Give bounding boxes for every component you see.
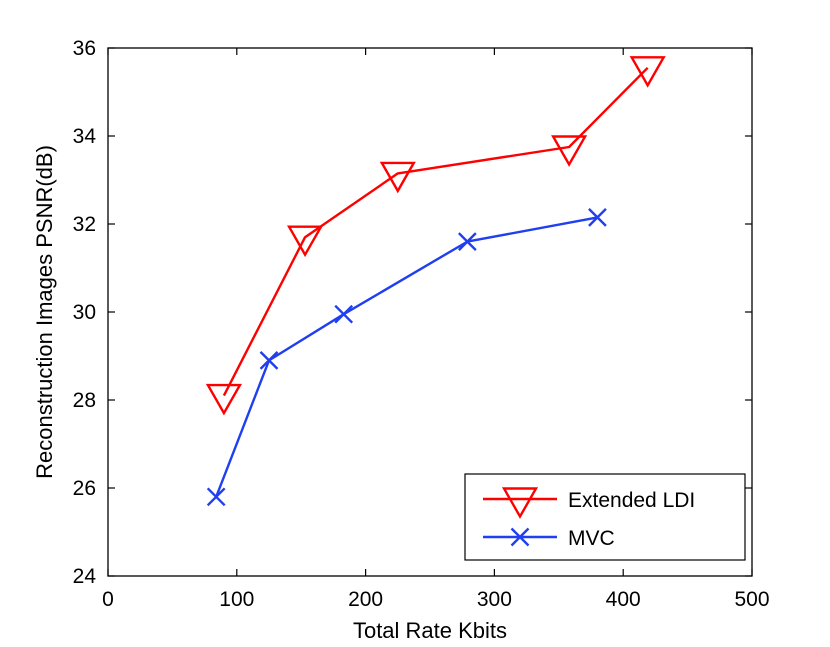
x-tick-label: 400 (606, 588, 641, 611)
legend-item: Extended LDI (483, 487, 695, 519)
legend: Extended LDI MVC (464, 473, 746, 561)
series-layer (205, 56, 666, 507)
data-point-x (259, 351, 279, 370)
data-point-triangle (205, 383, 242, 416)
data-point-triangle (551, 135, 588, 167)
data-point-triangle (379, 161, 416, 194)
y-tick-label: 34 (73, 125, 97, 148)
data-point-x (458, 232, 477, 251)
y-tick-label: 24 (73, 565, 97, 588)
x-tick-label: 0 (102, 588, 114, 611)
x-tick-label: 200 (348, 588, 383, 611)
y-tick-label: 28 (73, 389, 96, 412)
legend-item: MVC (483, 527, 615, 550)
series-line (222, 66, 649, 397)
series-mvc (206, 208, 607, 507)
legend-label: MVC (568, 527, 615, 550)
y-tick-label: 26 (73, 477, 96, 500)
legend-marker-triangle (501, 487, 539, 519)
y-tick-label: 36 (73, 37, 96, 60)
y-axis-title: Reconstruction Images PSNR(dB) (32, 145, 57, 479)
axis-tick-labels: 0 100 200 300 400 500 24 26 28 30 32 34 36 (73, 37, 770, 611)
x-tick-label: 100 (219, 588, 254, 611)
data-point-x (334, 304, 354, 324)
data-point-triangle (286, 225, 324, 258)
data-point-x (206, 487, 226, 507)
y-tick-label: 30 (73, 301, 96, 324)
x-tick-label: 300 (477, 588, 512, 611)
axis-ticks (107, 47, 753, 577)
y-tick-label: 32 (73, 213, 96, 236)
series-extended-ldi (205, 56, 666, 416)
data-point-x (588, 208, 607, 227)
data-point-triangle (629, 56, 666, 88)
x-tick-label: 500 (734, 588, 769, 611)
legend-label: Extended LDI (568, 489, 695, 512)
x-axis-title: Total Rate Kbits (353, 618, 507, 643)
legend-marker-x (510, 527, 530, 547)
